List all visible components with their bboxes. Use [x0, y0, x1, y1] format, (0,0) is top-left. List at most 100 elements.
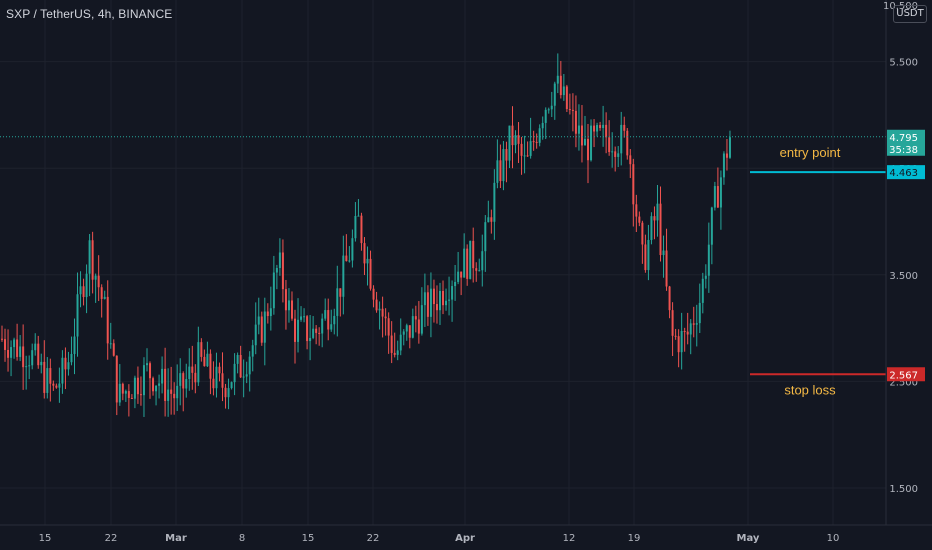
symbol-title[interactable]: SXP / TetherUS, 4h, BINANCE [6, 7, 173, 21]
candle-body[interactable] [16, 339, 19, 357]
candle-body[interactable] [58, 383, 61, 388]
candle-body[interactable] [719, 177, 722, 208]
candle-body[interactable] [49, 368, 52, 384]
candle-body[interactable] [532, 141, 535, 143]
candle-body[interactable] [357, 215, 360, 217]
candle-body[interactable] [647, 239, 650, 271]
candle-body[interactable] [544, 109, 547, 123]
candle-body[interactable] [475, 268, 478, 271]
candle-body[interactable] [106, 296, 109, 344]
candle-body[interactable] [405, 325, 408, 332]
candle-body[interactable] [508, 125, 511, 161]
candle-body[interactable] [64, 357, 67, 370]
candle-body[interactable] [701, 278, 704, 303]
candle-body[interactable] [623, 124, 626, 131]
candle-body[interactable] [37, 343, 40, 366]
candle-body[interactable] [176, 385, 179, 399]
candle-body[interactable] [4, 339, 7, 350]
candle-body[interactable] [466, 248, 469, 279]
candle-body[interactable] [149, 363, 152, 379]
time-axis[interactable]: 15 22 Mar 8 15 22 Apr 12 19 May 10 [0, 524, 932, 550]
candle-body[interactable] [170, 389, 173, 394]
candle-body[interactable] [617, 153, 620, 157]
candle-body[interactable] [315, 328, 318, 333]
candle-body[interactable] [478, 270, 481, 272]
candle-body[interactable] [438, 290, 441, 311]
candle-body[interactable] [626, 130, 629, 156]
candle-body[interactable] [526, 155, 529, 157]
candle-body[interactable] [725, 153, 728, 158]
candle-body[interactable] [568, 109, 571, 111]
candle-body[interactable] [121, 383, 124, 394]
candle-body[interactable] [683, 330, 686, 332]
candle-body[interactable] [650, 216, 653, 240]
candle-body[interactable] [496, 160, 499, 183]
candlestick-series[interactable] [1, 53, 731, 417]
candle-body[interactable] [167, 389, 170, 401]
candle-body[interactable] [511, 125, 514, 146]
candle-body[interactable] [372, 288, 375, 300]
candle-body[interactable] [136, 377, 139, 395]
candle-body[interactable] [574, 110, 577, 134]
candle-body[interactable] [366, 258, 369, 264]
candle-body[interactable] [484, 222, 487, 252]
candle-body[interactable] [233, 363, 236, 383]
candle-body[interactable] [284, 289, 287, 311]
candle-body[interactable] [692, 323, 695, 325]
candle-body[interactable] [254, 324, 257, 346]
candle-body[interactable] [103, 296, 106, 299]
candle-body[interactable] [118, 383, 121, 403]
candle-body[interactable] [614, 151, 617, 157]
candle-body[interactable] [290, 300, 293, 319]
candle-body[interactable] [593, 125, 596, 132]
candle-body[interactable] [538, 128, 541, 143]
candle-body[interactable] [13, 339, 16, 348]
candle-body[interactable] [40, 361, 43, 366]
candle-body[interactable] [348, 260, 351, 262]
candle-body[interactable] [245, 374, 248, 377]
candle-body[interactable] [7, 349, 10, 358]
candle-body[interactable] [457, 271, 460, 282]
candle-body[interactable] [547, 109, 550, 111]
candle-body[interactable] [91, 240, 94, 280]
candle-body[interactable] [269, 308, 272, 317]
candle-body[interactable] [363, 243, 366, 264]
candle-body[interactable] [529, 141, 532, 156]
candle-body[interactable] [112, 343, 115, 356]
candle-body[interactable] [194, 372, 197, 383]
candle-body[interactable] [517, 135, 520, 144]
candle-body[interactable] [556, 75, 559, 84]
candle-body[interactable] [1, 338, 3, 340]
candle-body[interactable] [402, 331, 405, 335]
candle-body[interactable] [145, 363, 148, 366]
candle-body[interactable] [414, 316, 417, 320]
candle-body[interactable] [342, 255, 345, 297]
candle-body[interactable] [469, 240, 472, 279]
candle-body[interactable] [605, 124, 608, 138]
candle-body[interactable] [656, 203, 659, 221]
candle-body[interactable] [674, 335, 677, 337]
candle-body[interactable] [70, 353, 73, 363]
candle-body[interactable] [408, 325, 411, 338]
candle-body[interactable] [638, 216, 641, 223]
candle-body[interactable] [43, 361, 46, 393]
candle-body[interactable] [46, 368, 49, 393]
candle-body[interactable] [236, 354, 239, 364]
candle-body[interactable] [653, 216, 656, 221]
candle-body[interactable] [411, 316, 414, 338]
candle-body[interactable] [224, 387, 227, 398]
candle-body[interactable] [67, 362, 70, 370]
candle-body[interactable] [312, 328, 315, 338]
candle-body[interactable] [611, 151, 614, 153]
candle-body[interactable] [10, 347, 13, 358]
candle-body[interactable] [481, 251, 484, 271]
candle-body[interactable] [620, 124, 623, 154]
candle-body[interactable] [28, 365, 31, 367]
candle-body[interactable] [716, 186, 719, 208]
candle-body[interactable] [188, 366, 191, 380]
candle-body[interactable] [644, 244, 647, 271]
candle-body[interactable] [336, 288, 339, 316]
candle-body[interactable] [109, 343, 112, 345]
